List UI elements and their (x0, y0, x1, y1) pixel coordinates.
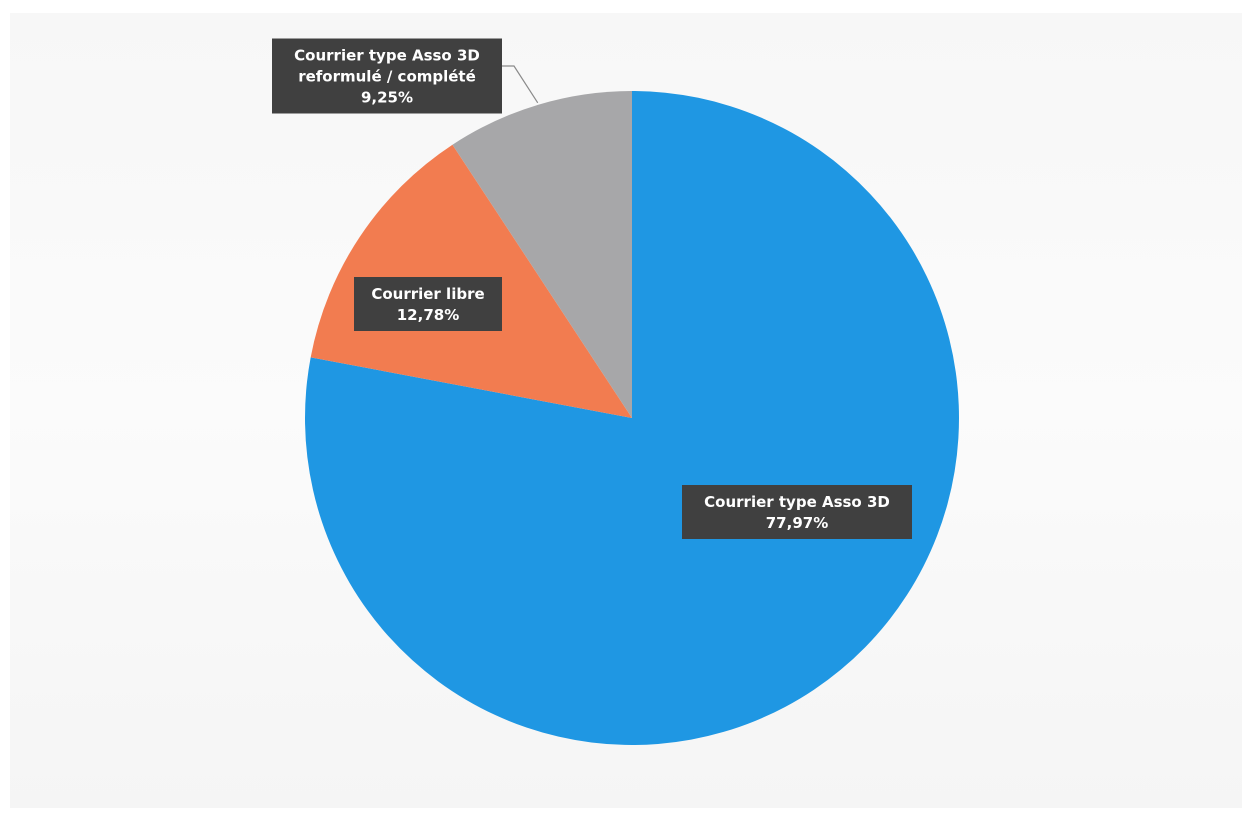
pie-slice-3 (452, 91, 632, 418)
pie-slice-1 (305, 91, 960, 745)
data-label-box (272, 38, 502, 114)
data-label-1: Courrier type Asso 3D 77,97% (682, 485, 912, 539)
data-label-2: Courrier libre 12,78% (354, 277, 502, 331)
data-label-category: Courrier type Asso 3D (294, 47, 480, 65)
data-label-box (354, 277, 502, 331)
leader-line (496, 65, 539, 104)
pie-data-labels: Courrier type Asso 3D 77,97% Courrier libr… (272, 38, 912, 539)
data-label-value: 12,78% (397, 306, 459, 324)
data-label-category: Courrier type Asso 3D (704, 493, 890, 511)
data-label-3: Courrier type Asso 3D reformulé / complét… (272, 38, 539, 114)
data-label-category: reformulé / complété (298, 68, 476, 86)
data-label-value: 9,25% (361, 89, 413, 107)
pie-slices (305, 91, 960, 745)
data-label-category: Courrier libre (371, 285, 484, 303)
data-label-box (682, 485, 912, 539)
data-label-value: 77,97% (766, 514, 828, 532)
